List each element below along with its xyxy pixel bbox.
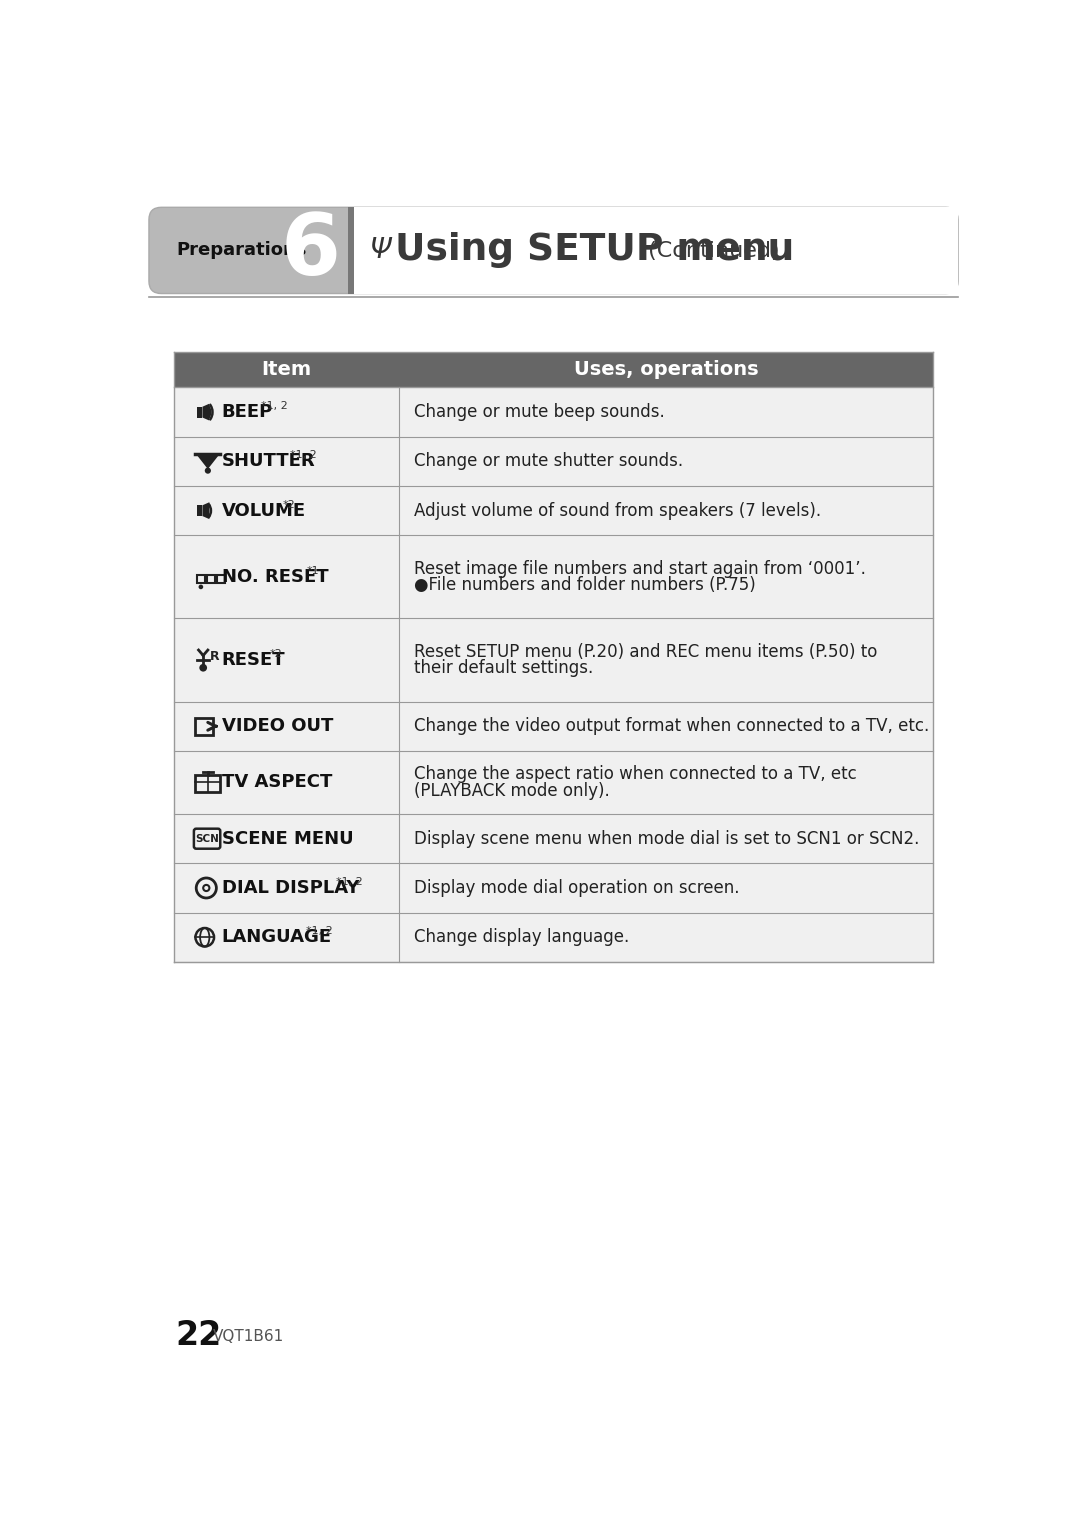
Bar (197, 576, 205, 583)
Text: TV ASPECT: TV ASPECT (221, 774, 333, 792)
Bar (195, 718, 213, 735)
Bar (354, 207, 958, 293)
Text: Change or mute shutter sounds.: Change or mute shutter sounds. (414, 453, 684, 470)
Text: 22: 22 (175, 1319, 221, 1352)
Text: *1, 2: *1, 2 (306, 926, 333, 936)
Text: BEEP: BEEP (221, 404, 273, 421)
Text: VOLUME: VOLUME (221, 502, 306, 520)
Text: Item: Item (261, 361, 311, 379)
Bar (207, 576, 215, 583)
Text: Display mode dial operation on screen.: Display mode dial operation on screen. (414, 880, 740, 896)
Bar (174, 536, 933, 619)
Text: Reset image file numbers and start again from ‘0001’.: Reset image file numbers and start again… (414, 560, 866, 577)
Text: Reset SETUP menu (P.20) and REC menu items (P.50) to: Reset SETUP menu (P.20) and REC menu ite… (414, 643, 877, 662)
Text: LANGUAGE: LANGUAGE (221, 929, 332, 946)
Text: Change the video output format when connected to a TV, etc.: Change the video output format when conn… (414, 717, 929, 735)
Bar (174, 701, 933, 751)
Polygon shape (202, 502, 210, 519)
Circle shape (200, 665, 207, 672)
Text: VIDEO OUT: VIDEO OUT (221, 717, 333, 735)
Text: Uses, operations: Uses, operations (573, 361, 758, 379)
Text: Display scene menu when mode dial is set to SCN1 or SCN2.: Display scene menu when mode dial is set… (414, 830, 919, 847)
Bar (174, 352, 933, 387)
Bar (174, 814, 933, 863)
FancyBboxPatch shape (149, 207, 958, 293)
Bar (217, 576, 225, 583)
Text: (PLAYBACK mode only).: (PLAYBACK mode only). (414, 781, 610, 800)
Text: SHUTTER: SHUTTER (221, 453, 315, 470)
Polygon shape (202, 404, 210, 421)
Circle shape (199, 585, 203, 589)
Bar (197, 407, 202, 418)
Bar (174, 863, 933, 913)
Text: DIAL DISPLAY: DIAL DISPLAY (221, 880, 360, 896)
Text: ●File numbers and folder numbers (P.75): ●File numbers and folder numbers (P.75) (414, 576, 756, 594)
Text: Preparations: Preparations (176, 241, 307, 259)
Text: *1, 2: *1, 2 (337, 876, 363, 887)
Text: VQT1B61: VQT1B61 (213, 1329, 284, 1345)
Text: *1, 2: *1, 2 (260, 401, 287, 411)
Text: *2: *2 (282, 499, 295, 510)
Bar (174, 437, 933, 487)
Bar (174, 487, 933, 536)
Text: *2: *2 (270, 649, 283, 659)
Polygon shape (197, 456, 218, 470)
Text: *1: *1 (307, 566, 320, 576)
Text: their default settings.: their default settings. (414, 659, 593, 677)
Text: Change display language.: Change display language. (414, 929, 630, 946)
Bar (197, 505, 202, 516)
Bar (195, 775, 220, 792)
Text: Change the aspect ratio when connected to a TV, etc: Change the aspect ratio when connected t… (414, 766, 856, 783)
Text: NO. RESET: NO. RESET (221, 568, 328, 586)
Text: Ψ: Ψ (369, 236, 392, 264)
Text: SCENE MENU: SCENE MENU (221, 830, 353, 847)
Text: 6: 6 (281, 210, 340, 293)
Bar (174, 387, 933, 437)
Text: SCN: SCN (195, 834, 219, 844)
Text: Using SETUP menu: Using SETUP menu (394, 232, 794, 269)
Bar (174, 913, 933, 962)
Text: Change or mute beep sounds.: Change or mute beep sounds. (414, 404, 665, 421)
Text: RESET: RESET (221, 651, 285, 669)
Text: *1, 2: *1, 2 (291, 450, 316, 460)
Text: Adjust volume of sound from speakers (7 levels).: Adjust volume of sound from speakers (7 … (414, 502, 821, 520)
Bar (348, 207, 354, 293)
Text: (Continued): (Continued) (642, 241, 780, 261)
Text: R: R (211, 649, 220, 663)
Circle shape (205, 468, 211, 474)
Bar (174, 619, 933, 701)
Bar (174, 751, 933, 814)
